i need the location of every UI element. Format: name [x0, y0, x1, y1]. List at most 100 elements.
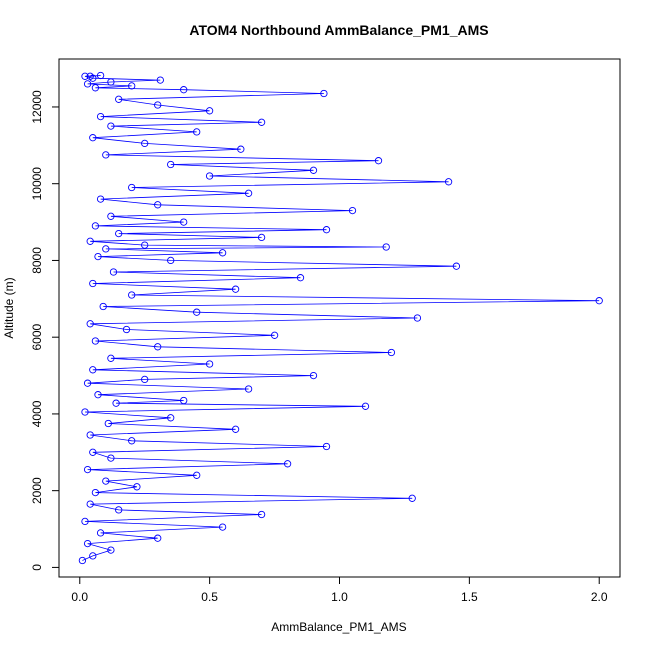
- y-tick-label: 8000: [30, 247, 44, 274]
- data-point: [205, 360, 214, 368]
- data-point: [94, 252, 102, 261]
- data-point: [96, 112, 105, 121]
- data-point: [91, 222, 100, 230]
- plot-frame: [58, 58, 621, 578]
- data-point: [180, 218, 188, 226]
- data-point: [86, 320, 94, 328]
- data-point: [141, 139, 149, 148]
- x-tick-label: 1.5: [461, 590, 478, 604]
- data-point: [86, 431, 94, 439]
- y-tick-label: 10000: [30, 167, 44, 201]
- data-point: [167, 414, 175, 422]
- data-point: [387, 348, 396, 357]
- x-axis: 0.0 0.5 1.0 1.5 2.0: [71, 576, 608, 604]
- data-point: [270, 331, 279, 339]
- data-point: [107, 454, 115, 462]
- y-axis-label: Altitude (m): [2, 277, 16, 338]
- data-point: [244, 385, 253, 393]
- data-point: [283, 460, 292, 468]
- data-point: [86, 500, 94, 508]
- data-point: [122, 325, 131, 334]
- data-point: [128, 183, 136, 192]
- data-point: [112, 399, 120, 407]
- data-point: [115, 506, 123, 514]
- x-tick-label: 0.0: [71, 590, 88, 604]
- data-point: [320, 89, 328, 98]
- y-tick-label: 6000: [30, 324, 44, 351]
- data-point: [94, 391, 102, 399]
- data-point: [89, 448, 97, 456]
- data-point: [86, 237, 94, 245]
- data-point: [413, 314, 422, 322]
- data-point: [205, 107, 214, 115]
- data-point: [167, 256, 175, 265]
- plot-area: [78, 71, 603, 565]
- data-point: [86, 72, 94, 80]
- data-point: [180, 86, 188, 94]
- x-tick-label: 1.0: [331, 590, 348, 604]
- data-point: [231, 425, 240, 433]
- data-point: [257, 233, 266, 242]
- data-point: [257, 510, 266, 519]
- data-point: [595, 297, 603, 305]
- data-point: [167, 160, 175, 169]
- data-point: [89, 552, 97, 560]
- data-point: [91, 84, 100, 92]
- data-point: [91, 337, 100, 345]
- data-point: [89, 279, 97, 288]
- data-point: [154, 343, 162, 351]
- data-point: [452, 262, 461, 270]
- data-point: [83, 379, 92, 387]
- data-point: [96, 529, 105, 537]
- data-point: [78, 556, 87, 565]
- data-point: [102, 245, 110, 253]
- data-point: [109, 268, 118, 276]
- x-axis-label: AmmBalance_PM1_AMS: [271, 620, 406, 634]
- data-point: [96, 71, 105, 80]
- series-line: [82, 75, 600, 561]
- data-point: [231, 285, 240, 293]
- data-point: [104, 419, 112, 428]
- data-point: [193, 471, 201, 479]
- data-point: [128, 437, 136, 445]
- data-point: [309, 166, 318, 174]
- data-point: [107, 122, 115, 130]
- data-point: [156, 76, 164, 84]
- data-point: [128, 291, 136, 299]
- data-point: [102, 477, 110, 485]
- data-point: [309, 371, 318, 380]
- data-point: [193, 308, 201, 316]
- data-point: [83, 80, 92, 88]
- data-point: [107, 546, 115, 554]
- data-point: [154, 534, 162, 542]
- data-point: [141, 375, 149, 384]
- data-point: [133, 483, 141, 491]
- data-point: [91, 488, 100, 497]
- data-point: [102, 151, 110, 159]
- data-point: [107, 354, 115, 362]
- data-point: [115, 95, 123, 103]
- data-point: [154, 201, 162, 209]
- data-point: [348, 206, 357, 215]
- data-point: [83, 465, 92, 474]
- data-point: [257, 118, 266, 126]
- data-point: [218, 249, 227, 257]
- data-point: [244, 189, 253, 197]
- data-point: [361, 402, 370, 410]
- data-point: [107, 78, 115, 86]
- data-point: [205, 172, 214, 180]
- data-point: [81, 408, 89, 416]
- data-point: [81, 72, 89, 80]
- y-tick-label: 4000: [30, 400, 44, 427]
- chart-title: ATOM4 Northbound AmmBalance_PM1_AMS: [189, 22, 488, 38]
- data-point: [408, 494, 416, 502]
- data-point: [81, 517, 89, 526]
- data-point: [237, 145, 245, 153]
- data-point: [193, 128, 201, 136]
- y-tick-label: 12000: [30, 90, 44, 124]
- data-point: [374, 157, 383, 165]
- data-point: [89, 134, 97, 142]
- data-point: [322, 442, 331, 451]
